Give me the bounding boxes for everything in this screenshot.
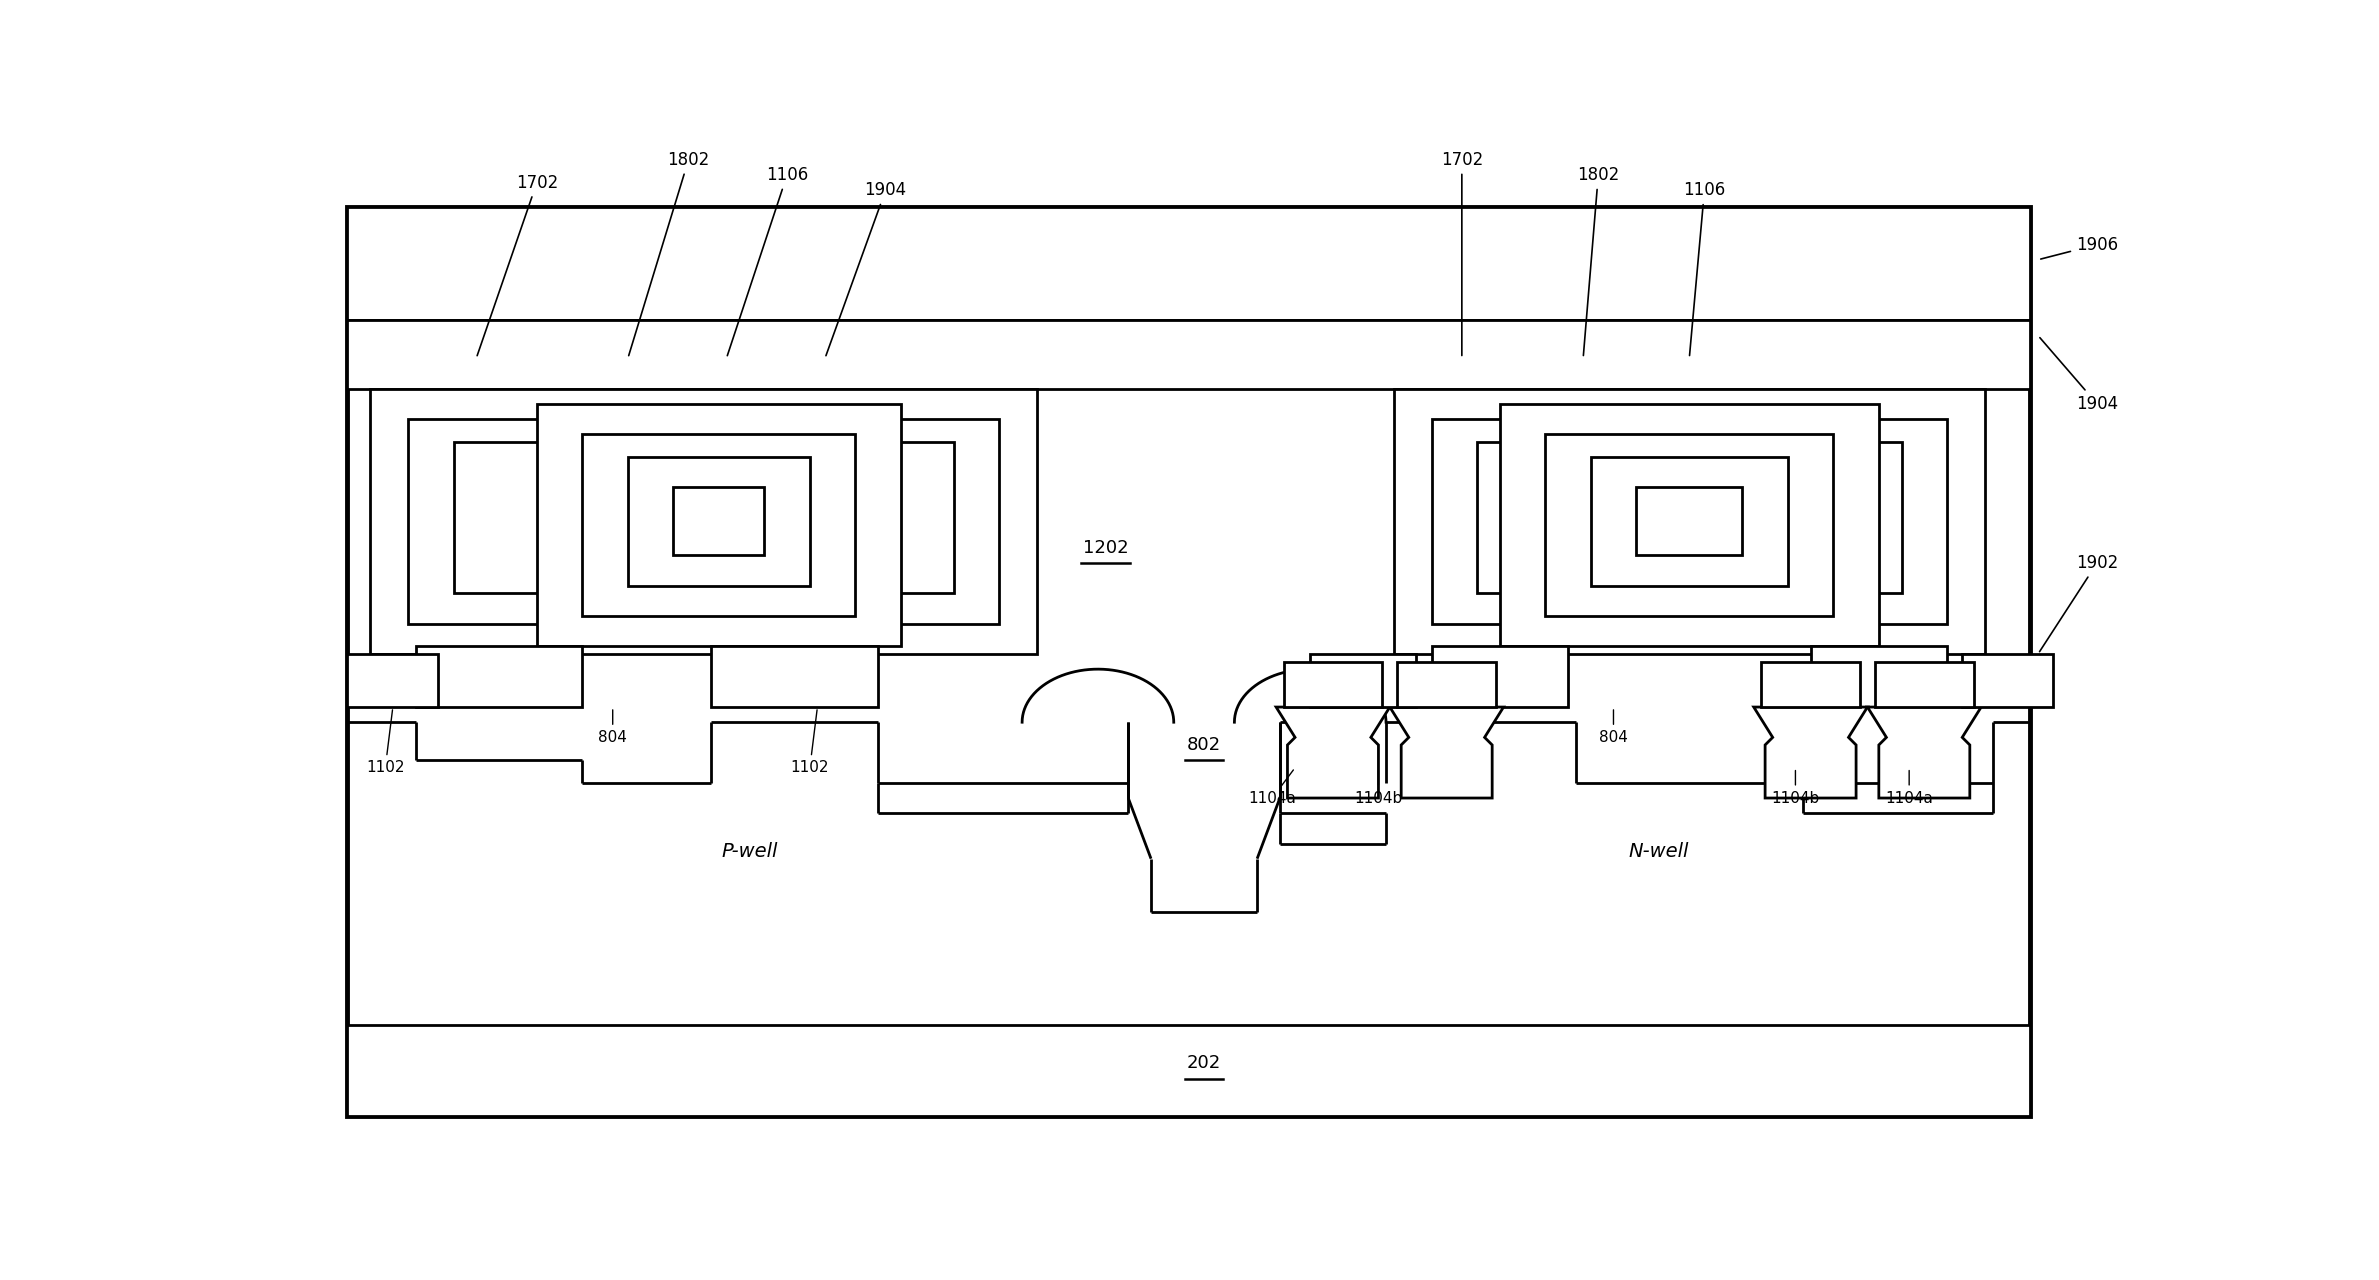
Bar bbox=[1477, 442, 1901, 594]
Bar bbox=[1394, 389, 1984, 654]
Bar bbox=[1760, 662, 1860, 707]
Text: 804: 804 bbox=[1599, 710, 1627, 745]
Text: 1702: 1702 bbox=[1442, 151, 1482, 356]
Text: 1104b: 1104b bbox=[1354, 771, 1404, 805]
Bar bbox=[1499, 403, 1879, 646]
Bar bbox=[1432, 419, 1946, 623]
Text: 1104b: 1104b bbox=[1772, 771, 1820, 805]
Text: 1904: 1904 bbox=[826, 180, 906, 356]
Bar bbox=[628, 457, 809, 586]
Bar bbox=[1432, 646, 1568, 707]
Bar bbox=[416, 646, 583, 707]
Text: 1802: 1802 bbox=[1577, 166, 1620, 356]
Bar bbox=[1592, 457, 1789, 586]
Polygon shape bbox=[1753, 707, 1868, 797]
Text: 1904: 1904 bbox=[2039, 338, 2117, 412]
Text: 1906: 1906 bbox=[2041, 236, 2117, 259]
Bar bbox=[1637, 488, 1741, 556]
Text: 804: 804 bbox=[597, 710, 628, 745]
Text: 1902: 1902 bbox=[2039, 554, 2117, 652]
Bar bbox=[673, 488, 764, 556]
Bar bbox=[347, 206, 2029, 320]
Bar bbox=[347, 320, 2029, 389]
Bar bbox=[1285, 662, 1382, 707]
Bar bbox=[538, 403, 902, 646]
Text: 1106: 1106 bbox=[728, 166, 809, 356]
Bar bbox=[1546, 434, 1834, 616]
Bar bbox=[583, 434, 856, 616]
Text: P-well: P-well bbox=[721, 842, 778, 860]
Text: N-well: N-well bbox=[1630, 842, 1689, 860]
Text: 1702: 1702 bbox=[478, 174, 559, 356]
Text: 1102: 1102 bbox=[790, 710, 830, 776]
Bar bbox=[1963, 654, 2053, 707]
Bar bbox=[1311, 654, 1416, 707]
Text: 1802: 1802 bbox=[628, 151, 709, 356]
Text: 202: 202 bbox=[1187, 1055, 1220, 1073]
Bar bbox=[371, 389, 1037, 654]
Text: 1102: 1102 bbox=[366, 710, 404, 776]
Text: 1104a: 1104a bbox=[1884, 771, 1934, 805]
Bar bbox=[711, 646, 878, 707]
Polygon shape bbox=[1275, 707, 1389, 797]
Bar bbox=[409, 419, 999, 623]
Bar bbox=[1810, 646, 1946, 707]
Polygon shape bbox=[1868, 707, 1982, 797]
Bar bbox=[347, 1025, 2029, 1116]
Text: 1202: 1202 bbox=[1082, 539, 1128, 557]
Text: 802: 802 bbox=[1187, 736, 1220, 754]
Polygon shape bbox=[1389, 707, 1504, 797]
Text: 1104a: 1104a bbox=[1249, 771, 1297, 805]
Bar bbox=[1396, 662, 1496, 707]
Bar bbox=[1875, 662, 1975, 707]
Bar bbox=[347, 654, 438, 707]
Bar bbox=[454, 442, 954, 594]
Text: 1106: 1106 bbox=[1684, 180, 1725, 356]
